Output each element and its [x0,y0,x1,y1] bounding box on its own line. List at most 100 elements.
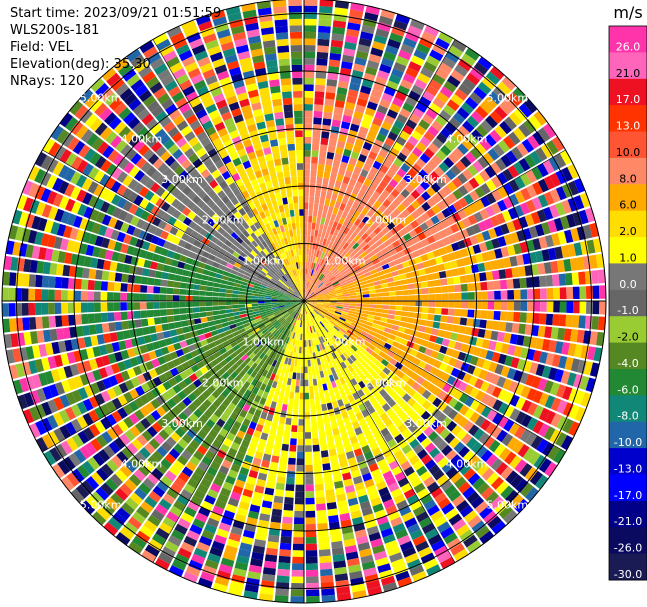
ppi-gate [304,255,307,262]
ppi-gate [560,245,570,258]
ppi-gate [353,63,366,73]
ppi-gate [326,85,337,94]
ppi-gate [410,189,421,200]
ppi-gate [518,158,531,172]
ppi-gate [382,226,391,235]
ppi-gate [350,223,358,232]
ppi-gate [329,290,336,294]
ppi-gate [493,280,501,290]
ppi-gate [319,274,325,281]
ppi-gate [420,180,430,191]
ppi-gate [330,266,337,273]
ppi-gate [316,293,323,297]
ppi-gate [316,293,323,297]
ppi-gate [447,234,457,244]
ppi-gate [320,190,327,199]
ppi-gate [475,105,489,119]
ppi-gate [359,240,367,248]
ppi-gate [449,135,461,147]
ppi-gate [310,298,317,301]
ppi-gate [439,109,452,122]
ppi-gate [335,274,343,280]
ppi-gate [312,269,316,277]
ppi-gate [470,110,484,124]
ppi-gate [524,265,533,276]
ppi-gate [358,91,370,101]
ppi-gate [310,299,318,301]
ppi-gate [400,146,411,157]
ppi-gate [321,289,328,293]
ppi-gate [312,277,317,284]
ppi-gate [321,287,328,292]
ppi-gate [393,20,408,31]
ppi-gate [357,175,366,184]
ppi-gate [310,163,318,171]
ppi-gate [334,153,342,162]
ppi-gate [415,216,425,226]
ppi-gate [404,157,415,168]
ppi-gate [314,97,324,105]
ppi-gate [537,163,549,177]
ppi-gate [533,110,547,126]
ppi-gate [310,297,317,300]
ppi-gate [450,164,462,176]
ppi-gate [412,147,423,158]
ppi-gate [368,265,376,272]
ppi-gate [484,96,498,110]
ppi-gate [312,256,316,263]
ppi-gate [379,179,388,189]
ppi-gate [567,180,579,196]
ppi-gate [391,270,399,277]
ppi-gate [404,223,414,233]
ppi-gate [376,266,384,273]
ppi-gate [438,246,448,256]
ppi-gate [314,91,325,99]
ppi-gate [402,102,415,113]
ppi-gate [328,138,337,147]
ppi-gate [426,235,436,244]
ppi-gate [410,55,425,67]
ppi-gate [535,250,544,263]
ppi-gate [304,64,315,72]
ppi-gate [386,168,396,179]
ppi-gate [377,255,386,262]
ppi-gate [394,91,407,102]
ppi-gate [319,285,326,291]
ppi-gate [419,136,431,147]
ppi-gate [415,141,427,153]
ppi-gate [362,18,377,28]
ppi-gate [309,295,316,299]
ppi-gate [387,212,397,222]
ppi-gate [326,271,332,278]
ppi-gate [393,157,404,168]
ppi-gate [332,20,347,29]
ppi-gate [354,218,362,227]
ppi-gate [498,269,507,279]
ppi-gate [461,102,474,115]
ppi-gate [328,274,335,281]
ppi-gate [334,201,341,209]
ppi-gate [317,38,330,47]
ppi-gate [527,135,540,150]
ppi-gate [505,268,513,279]
ppi-gate [305,274,307,282]
ppi-gate [355,160,365,169]
ppi-gate [425,84,439,97]
ppi-gate [383,239,392,247]
ppi-gate [381,287,389,293]
ppi-gate [345,35,358,44]
ppi-gate [535,223,545,237]
ppi-gate [316,58,328,66]
ppi-gate [348,207,356,216]
ppi-gate [330,46,343,55]
ppi-gate [375,288,383,293]
ppi-gate [543,175,556,190]
ppi-gate [402,37,417,49]
ppi-gate [421,238,430,247]
ppi-gate [350,249,358,257]
ppi-gate [446,277,455,285]
ppi-gate [374,111,386,121]
ppi-gate [304,287,306,295]
ppi-gate [480,183,491,195]
ppi-gate [304,45,316,52]
